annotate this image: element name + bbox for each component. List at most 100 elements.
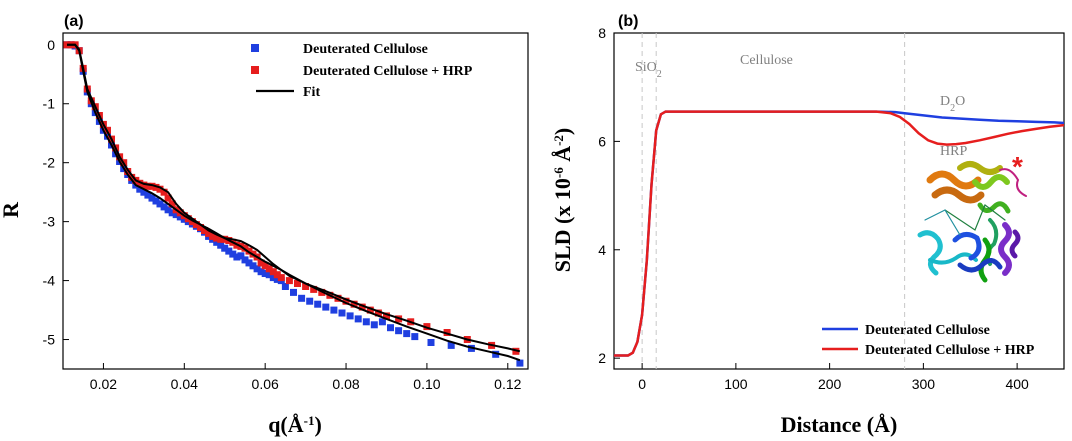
data-point-red (261, 262, 269, 270)
data-point-red (152, 183, 160, 191)
legend-a-series2: Deuterated Cellulose + HRP (303, 64, 473, 79)
panel-a-x-axis-title: q(Å-1) (268, 412, 322, 437)
panel-a-series (63, 41, 524, 367)
b-y-tick-label: 6 (598, 133, 606, 149)
data-point-red (168, 200, 176, 208)
data-point-red (201, 227, 208, 234)
data-point-red (374, 309, 382, 317)
data-point-blue (213, 238, 221, 246)
data-point-blue (378, 318, 386, 326)
data-point-red (350, 300, 358, 308)
panel-a: (a) 0.02 0.04 0.06 0.08 0.10 0.120-1-2-3-4-5 … (0, 13, 529, 437)
a-y-tick-label: -1 (43, 96, 56, 112)
data-point-blue (144, 191, 152, 199)
data-point-blue (152, 197, 160, 205)
panel-a-y-axis-title: R (0, 201, 23, 218)
data-point-blue (221, 244, 229, 252)
data-point-red (192, 221, 200, 229)
data-point-blue (362, 318, 370, 326)
panel-b-frame (613, 32, 1065, 370)
data-point-blue (265, 271, 273, 279)
data-point-blue (241, 256, 249, 264)
data-point-blue (370, 321, 378, 329)
b-x-tick-label: 200 (818, 376, 842, 392)
data-point-blue (253, 265, 261, 273)
data-point-blue (233, 253, 241, 261)
panel-b-label: (b) (618, 13, 638, 30)
data-point-blue (387, 324, 394, 332)
b-x-tick-label: 400 (1005, 376, 1029, 392)
data-point-blue (447, 341, 455, 349)
data-point-blue (298, 294, 306, 302)
a-y-tick-label: 0 (47, 37, 55, 53)
data-point-blue (314, 300, 322, 308)
data-point-red (265, 265, 273, 273)
data-point-red (257, 259, 265, 267)
data-point-red (128, 173, 136, 181)
data-point-blue (148, 194, 156, 202)
annotation-hrp: HRP (940, 144, 967, 159)
data-point-red (205, 229, 213, 237)
data-point-red (160, 188, 168, 196)
panel-a-legend: Deuterated Cellulose Deuterated Cellulos… (251, 42, 473, 100)
annotation-d2o: D2O (940, 94, 965, 114)
data-point-blue (217, 241, 225, 249)
data-point-red (156, 185, 164, 193)
data-point-red (423, 323, 431, 331)
panel-b-x-axis-title: Distance (Å) (781, 412, 898, 437)
data-point-blue (257, 268, 265, 276)
data-point-red (310, 285, 318, 293)
data-point-red (285, 277, 293, 285)
a-x-tick-label: 0.02 (90, 376, 117, 392)
data-point-red (144, 182, 152, 190)
protein-ribbon-image: * (917, 151, 1027, 283)
data-point-blue (160, 203, 168, 211)
annotation-sio2: SiO2 (635, 60, 662, 80)
b-y-tick-label: 2 (598, 350, 606, 366)
data-point-red (269, 268, 277, 276)
fit-line (67, 43, 521, 353)
data-point-blue (136, 185, 144, 193)
fit-line (67, 43, 521, 362)
b-x-tick-label: 300 (912, 376, 936, 392)
panel-b-y-axis-title: SLD (x 10-6 Å-2) (550, 128, 575, 273)
data-point-blue (229, 250, 237, 258)
annotation-cellulose: Cellulose (740, 53, 793, 68)
b-y-tick-label: 4 (598, 242, 606, 258)
a-y-tick-label: -3 (43, 214, 56, 230)
data-point-blue (306, 297, 314, 305)
data-point-blue (172, 211, 180, 219)
data-point-blue (492, 350, 500, 358)
data-point-blue (516, 359, 524, 367)
data-point-blue (180, 215, 188, 223)
data-point-red (443, 329, 451, 336)
data-point-blue (164, 206, 172, 214)
a-x-tick-label: 0.08 (332, 376, 359, 392)
data-point-blue (427, 339, 435, 346)
panel-a-ticks: 0.02 0.04 0.06 0.08 0.10 0.12 0 -1 -2 -3 -4 -5 (43, 37, 522, 392)
data-point-red (358, 303, 366, 311)
data-point-blue (261, 270, 269, 277)
panel-a-label: (a) (64, 13, 84, 30)
data-point-blue (140, 188, 148, 196)
legend-a-fit: Fit (303, 85, 320, 100)
a-y-tick-label: -5 (43, 332, 56, 348)
data-point-blue (225, 247, 233, 255)
data-point-blue (290, 288, 297, 296)
data-point-red (124, 168, 132, 175)
data-point-blue (330, 306, 338, 314)
data-point-red (213, 234, 221, 242)
b-x-tick-label: 0 (638, 376, 646, 392)
data-point-red (136, 179, 144, 187)
data-point-red (383, 312, 390, 320)
data-point-blue (273, 275, 281, 283)
data-point-red (366, 306, 374, 314)
a-x-tick-label: 0.06 (252, 376, 279, 392)
annotation-asterisk: * (1012, 151, 1023, 182)
legend-b-series2: Deuterated Cellulose + HRP (865, 343, 1035, 358)
data-point-red (164, 194, 172, 202)
legend-marker-red (251, 66, 259, 74)
data-point-blue (176, 213, 184, 221)
a-x-tick-label: 0.10 (413, 376, 440, 392)
